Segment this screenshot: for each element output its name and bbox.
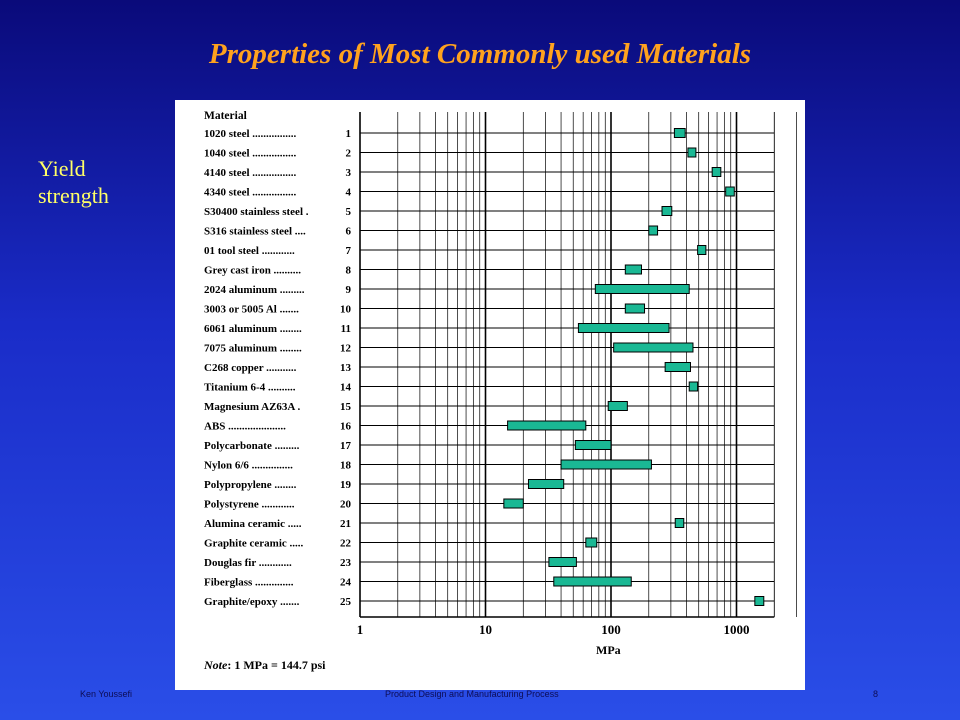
bar [711,167,722,177]
row-label: C268 copper ........... [204,362,297,374]
row-number: 22 [340,538,352,550]
bar [697,245,707,255]
row-label: 1020 steel ................ [204,128,297,140]
row-label: 1040 steel ................ [204,148,297,160]
grid-lines [359,112,857,617]
bars [503,128,765,606]
row-label: 01 tool steel ............ [204,245,295,257]
bar [754,596,765,606]
bar [607,401,628,411]
table-header: Material [204,110,247,122]
row-label: Douglas fir ............ [204,557,292,569]
row-number: 15 [340,401,352,413]
row-number: 19 [340,479,352,491]
page-number: 8 [873,689,879,699]
row-number: 23 [340,557,352,569]
row-label: S30400 stainless steel . [204,206,309,218]
row-number: 17 [340,440,352,452]
bar [624,264,643,275]
row-number: 18 [340,460,352,472]
x-tick-label: 10 [479,622,492,637]
row-label: Nylon 6/6 ............... [204,460,293,472]
row-label: 4140 steel ................ [204,167,297,179]
row-number: 5 [346,206,352,218]
row-number: 8 [346,265,352,277]
row-number: 9 [346,284,352,296]
slide-title: Properties of Most Commonly used Materia… [208,38,752,70]
chart-panel: Material 1020 steel ................ 1 1040… [175,100,857,690]
bar [674,518,685,528]
bar [661,206,673,216]
bar [553,576,632,587]
row-number: 20 [340,499,352,511]
bar [527,479,565,489]
x-tick-label: 100 [601,622,621,637]
row-label: 7075 aluminum ........ [204,343,302,355]
row-label: Alumina ceramic ..... [204,518,302,530]
row-number: 4 [346,187,352,199]
bar [624,303,646,314]
row-number: 14 [340,382,352,394]
bar [560,459,652,470]
row-label: ABS ..................... [204,421,286,433]
row-number: 12 [340,343,352,355]
row-label: S316 stainless steel .... [204,226,306,238]
row-label: Fiberglass .............. [204,577,294,589]
bar [664,362,692,372]
row-labels: 1020 steel ................ 1 1040 steel .… [204,128,352,608]
row-number: 1 [346,128,352,140]
row-label: 6061 aluminum ........ [204,323,302,335]
row-number: 10 [340,304,352,316]
row-number: 21 [340,518,351,530]
bar [725,186,735,197]
row-label: Graphite/epoxy ....... [204,596,300,608]
x-tick-label: 1000 [724,622,750,637]
row-number: 25 [340,596,352,608]
row-number: 3 [346,167,352,179]
bar [548,557,577,567]
yield-strength-label: Yield strength [38,156,109,208]
row-number: 7 [346,245,352,257]
row-number: 6 [346,226,352,238]
bar [688,381,699,392]
row-label: Titanium 6-4 .......... [204,382,296,394]
x-axis-label: MPa [596,643,621,657]
unit-note: Note: 1 MPa = 144.7 psi [203,658,326,672]
footer-author: Ken Youssefi [80,689,133,699]
bar [577,323,670,333]
row-label: Magnesium AZ63A . [204,401,301,413]
row-label: 2024 aluminum ......... [204,284,305,296]
row-number: 11 [341,323,351,335]
row-label: Polycarbonate ......... [204,440,300,452]
row-number: 16 [340,421,352,433]
bar [594,284,690,294]
x-tick-label: 1 [357,622,364,637]
bar [574,440,612,450]
bar [585,537,598,548]
row-label: 4340 steel ................ [204,187,297,199]
bar [673,128,686,138]
bar [507,420,587,431]
row-label: 3003 or 5005 Al ....... [204,304,299,316]
footer-course: Product Design and Manufacturing Process [385,689,559,699]
bar [503,498,524,509]
bar [687,147,697,158]
row-number: 24 [340,577,352,589]
row-number: 13 [340,362,352,374]
row-label: Polypropylene ........ [204,479,297,491]
row-label: Polystyrene ............ [204,499,295,511]
bar [648,225,659,236]
row-number: 2 [346,148,352,160]
row-label: Grey cast iron .......... [204,265,301,277]
row-label: Graphite ceramic ..... [204,538,304,550]
bar [613,342,694,353]
